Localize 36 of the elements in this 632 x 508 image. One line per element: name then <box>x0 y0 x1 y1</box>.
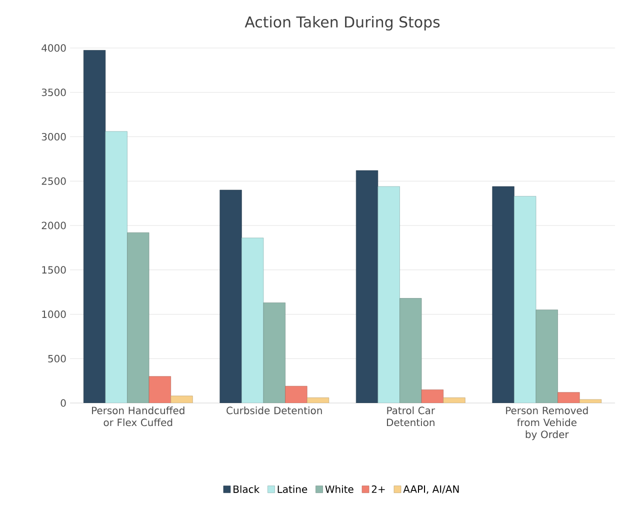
bar <box>220 190 242 403</box>
y-tick-label: 1000 <box>42 310 66 318</box>
x-tick-label: Patrol Car Detention <box>386 406 436 426</box>
bar <box>356 170 378 403</box>
bar <box>242 238 264 403</box>
legend-label: AAPI, AI/AN <box>403 485 459 494</box>
bar <box>83 50 106 403</box>
bar <box>536 310 558 403</box>
y-tick-label: 4000 <box>42 44 66 52</box>
x-tick-label: Person Handcuffed or Flex Cuffed <box>92 406 184 426</box>
y-tick-label: 3500 <box>42 88 66 96</box>
bar <box>400 298 422 403</box>
bar <box>148 376 171 403</box>
y-tick-label: 2500 <box>42 177 66 185</box>
y-tick-label: 500 <box>48 354 66 362</box>
legend-label: Black <box>234 485 260 493</box>
bar <box>492 186 514 403</box>
chart-title: Action Taken During Stops <box>244 16 440 30</box>
bar <box>558 392 580 403</box>
bar <box>422 390 444 403</box>
x-tick-label: Curbside Detention <box>226 406 322 414</box>
legend-label: 2+ <box>372 485 385 493</box>
legend-label: White <box>325 485 354 493</box>
bar <box>378 186 400 403</box>
y-tick-label: 0 <box>60 399 66 407</box>
y-tick-label: 1500 <box>42 266 66 274</box>
y-tick-label: 3000 <box>42 132 66 141</box>
y-tick-label: 2000 <box>42 222 66 230</box>
bar <box>170 396 193 403</box>
bar <box>105 131 128 403</box>
x-tick-label: Person Removed from Vehide by Order <box>506 406 588 440</box>
bar <box>285 386 308 403</box>
bar <box>127 232 150 403</box>
legend-label: Latine <box>278 485 308 493</box>
bar <box>514 196 536 403</box>
bar <box>263 302 286 403</box>
